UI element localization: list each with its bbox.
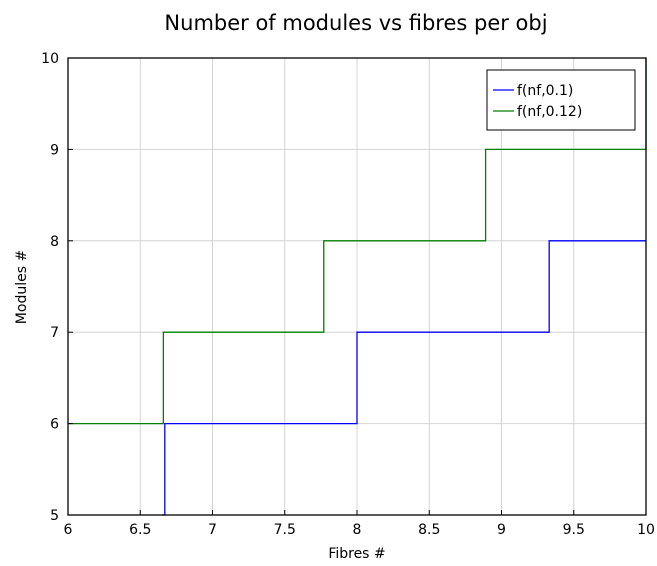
legend-box — [486, 69, 636, 131]
x-tick-label-0: 6 — [64, 522, 73, 538]
y-axis-ticks: 5 6 7 8 9 10 — [41, 51, 73, 524]
series-layer — [68, 58, 647, 516]
series-line-1 — [68, 58, 647, 425]
y-tick-label-3: 8 — [50, 234, 59, 250]
y-tick-label-2: 7 — [50, 325, 59, 341]
legend: f(nf,0.1) f(nf,0.12) — [486, 69, 636, 131]
y-tick-label-4: 9 — [50, 142, 59, 158]
y-tick-label-5: 10 — [41, 51, 59, 67]
chart-title: Number of modules vs fibres per obj — [164, 11, 547, 35]
y-axis-label: Modules # — [14, 250, 30, 324]
y-tick-label-1: 6 — [50, 417, 59, 433]
x-tick-label-8: 10 — [637, 522, 655, 538]
x-axis-label: Fibres # — [328, 546, 385, 562]
x-tick-label-7: 9.5 — [563, 522, 585, 538]
legend-label-1: f(nf,0.12) — [517, 104, 582, 120]
legend-label-0: f(nf,0.1) — [517, 83, 573, 99]
x-tick-label-2: 7 — [208, 522, 217, 538]
x-tick-label-1: 6.5 — [129, 522, 151, 538]
x-tick-label-4: 8 — [353, 522, 362, 538]
x-tick-label-6: 9 — [497, 522, 506, 538]
y-tick-label-0: 5 — [50, 508, 59, 524]
series-line-0 — [161, 240, 646, 516]
x-tick-label-3: 7.5 — [274, 522, 296, 538]
x-tick-label-5: 8.5 — [418, 522, 440, 538]
x-axis-ticks: 6 6.5 7 7.5 8 8.5 9 9.5 10 — [64, 510, 655, 538]
